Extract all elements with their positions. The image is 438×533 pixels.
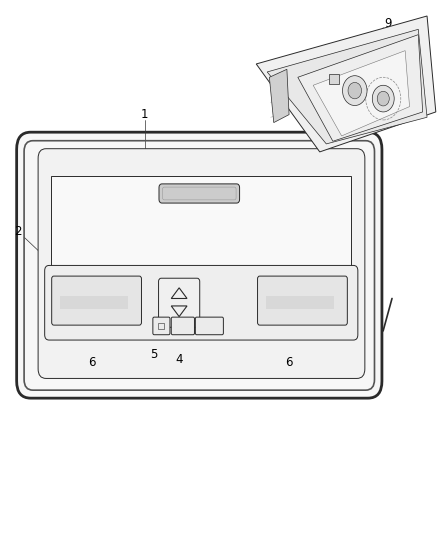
Polygon shape [269,69,289,123]
FancyBboxPatch shape [159,278,200,327]
Bar [60,296,128,309]
FancyBboxPatch shape [17,132,382,398]
Text: 6: 6 [88,356,96,369]
Polygon shape [313,51,410,136]
Circle shape [377,91,389,106]
Text: 2: 2 [14,225,21,238]
Text: 9: 9 [384,18,392,30]
FancyBboxPatch shape [159,184,240,203]
Bar [51,176,351,269]
FancyBboxPatch shape [153,317,170,335]
FancyBboxPatch shape [45,265,358,340]
Bar [328,74,339,84]
Text: 6: 6 [285,356,293,369]
Circle shape [348,83,361,99]
Circle shape [372,85,394,112]
Bar [266,296,334,309]
Text: 5: 5 [151,348,158,361]
Polygon shape [298,35,423,141]
Circle shape [343,76,367,106]
Polygon shape [256,16,436,152]
FancyBboxPatch shape [171,317,194,335]
Text: 7: 7 [215,220,223,233]
Text: 4: 4 [176,353,184,366]
FancyBboxPatch shape [195,317,223,335]
Text: 1: 1 [141,108,148,121]
FancyBboxPatch shape [258,276,347,325]
Polygon shape [267,29,427,144]
FancyBboxPatch shape [38,149,365,378]
FancyBboxPatch shape [52,276,141,325]
Bar [158,323,164,329]
